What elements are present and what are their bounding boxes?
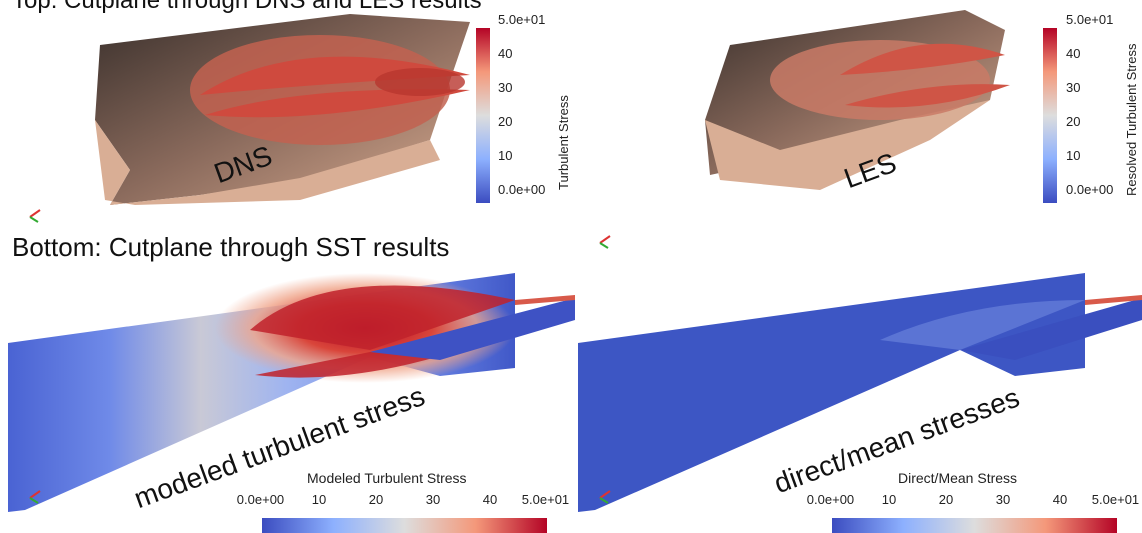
- colorbar-tick-label: 10: [1066, 148, 1081, 163]
- sst-modeled-cutplane: [8, 273, 575, 512]
- colorbar-tick-label: 20: [1066, 114, 1081, 129]
- colorbar-tick-label: 30: [425, 492, 441, 507]
- colorbar-tick-label: 5.0e+01: [521, 492, 570, 507]
- colorbar-tick-label: 5.0e+01: [1091, 492, 1140, 507]
- sst-direct-cutplane: [578, 273, 1142, 512]
- colorbar-tick-label: 20: [498, 114, 513, 129]
- colorbar-tick-label: 40: [1052, 492, 1068, 507]
- sst-modeled-colorbar: [262, 518, 547, 533]
- colorbar-tick-label: 0.0e+00: [806, 492, 855, 507]
- colorbar-tick-label: 0.0e+00: [1066, 182, 1114, 197]
- colorbar-tick-label: 20: [938, 492, 954, 507]
- colorbar-tick-label: 30: [995, 492, 1011, 507]
- sst-modeled-colorbar-title: Modeled Turbulent Stress: [307, 470, 467, 486]
- dns-colorbar-title: Turbulent Stress: [556, 95, 571, 190]
- colorbar-tick-label: 0.0e+00: [236, 492, 285, 507]
- axes-triad-icon: [29, 209, 611, 504]
- colorbar-tick-label: 5.0e+01: [498, 12, 546, 27]
- les-cutplane: [705, 10, 1010, 190]
- colorbar-tick-label: 30: [1066, 80, 1081, 95]
- sst-direct-colorbar-title: Direct/Mean Stress: [898, 470, 1018, 486]
- bottom-title: Bottom: Cutplane through SST results: [12, 232, 450, 262]
- colorbar-tick-label: 30: [498, 80, 513, 95]
- dns-colorbar: [476, 28, 490, 203]
- colorbar-tick-label: 10: [498, 148, 513, 163]
- colorbar-tick-label: 10: [311, 492, 327, 507]
- colorbar-tick-label: 5.0e+01: [1066, 12, 1114, 27]
- colorbar-tick-label: 40: [1066, 46, 1081, 61]
- sst-direct-colorbar: [832, 518, 1117, 533]
- colorbar-tick-label: 40: [482, 492, 498, 507]
- dns-cutplane: [95, 14, 470, 205]
- top-title: Top: Cutplane through DNS and LES result…: [12, 0, 482, 14]
- colorbar-tick-label: 10: [881, 492, 897, 507]
- les-colorbar: [1043, 28, 1057, 203]
- colorbar-tick-label: 40: [498, 46, 513, 61]
- colorbar-tick-label: 20: [368, 492, 384, 507]
- les-colorbar-title: Resolved Turbulent Stress: [1124, 43, 1139, 196]
- colorbar-tick-label: 0.0e+00: [498, 182, 546, 197]
